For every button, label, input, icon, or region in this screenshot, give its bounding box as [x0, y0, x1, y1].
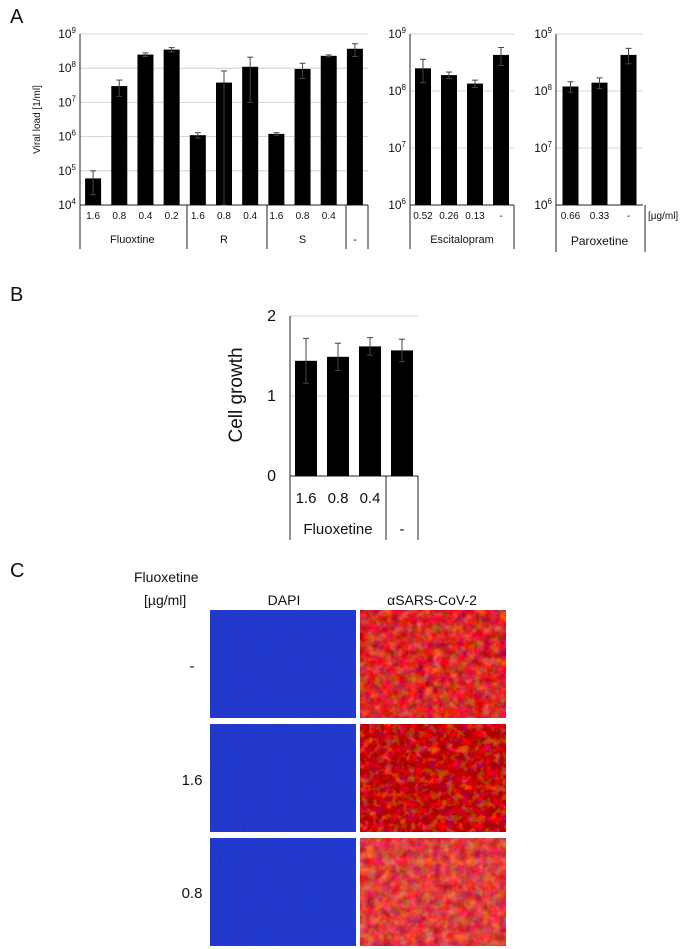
sars-image-0-8 [360, 838, 506, 946]
row-label-1-6: 1.6 [182, 772, 203, 789]
y-tick-label: 1 [267, 388, 276, 405]
microscopy-panel: Fluoxetine [µg/ml] DAPI αSARS-CoV-2 - 1.… [134, 569, 506, 946]
category-label: 0.8 [328, 490, 349, 507]
category-label: 0.26 [439, 211, 459, 222]
category-label: 0.8 [217, 211, 231, 222]
category-label: - [499, 211, 502, 222]
column-label-sars: αSARS-CoV-2 [387, 592, 477, 608]
bar [295, 360, 317, 476]
category-label: 1.6 [191, 211, 205, 222]
column-label-dapi: DAPI [268, 592, 301, 608]
y-tick-label: 108 [534, 83, 552, 98]
group-label: R [220, 234, 228, 246]
dapi-image-0-8-texture [210, 838, 356, 946]
bar [137, 54, 154, 205]
category-label: 0.66 [561, 211, 581, 222]
category-label: 1.6 [86, 211, 100, 222]
category-label: 0.4 [139, 211, 153, 222]
bar [467, 83, 483, 205]
bar [493, 54, 509, 205]
y-tick-label: 109 [58, 26, 76, 41]
sars-image-1-6 [360, 724, 506, 832]
y-tick-label: 2 [267, 308, 276, 325]
y-tick-label: 108 [58, 60, 76, 75]
viral-load-fluoxetine-chart: 104 105 106 107 108 109 1.6 0.8 0.4 0.2 1.6 0.8 0.4 1… [32, 26, 369, 249]
y-tick-label: 0 [267, 468, 276, 485]
y-tick-label: 107 [388, 140, 406, 155]
bar [242, 66, 259, 206]
y-axis-title: Viral load [1/ml] [32, 85, 43, 154]
row-header-line1: Fluoxetine [134, 569, 199, 585]
y-tick-label: 104 [58, 197, 76, 212]
cell-growth-axis-title: Cell growth [226, 347, 247, 442]
y-tick-label: 109 [388, 26, 406, 41]
category-label: 0.4 [243, 211, 257, 222]
panel-label-b: B [10, 284, 23, 306]
row-label-0-8: 0.8 [182, 885, 203, 902]
group-label: Fluoxetine [303, 521, 372, 538]
bar [391, 350, 413, 476]
bar [327, 356, 349, 476]
bar [415, 68, 431, 206]
bar [591, 82, 608, 205]
dapi-image-1-6-texture [210, 724, 356, 832]
category-label: 0.8 [112, 211, 126, 222]
category-label: 1.6 [296, 490, 317, 507]
bar [189, 135, 206, 205]
category-label: 0.2 [165, 211, 179, 222]
bar [346, 48, 363, 205]
y-tick-label: 106 [58, 129, 76, 144]
y-tick-label: 106 [534, 197, 552, 212]
category-label: 0.4 [360, 490, 381, 507]
group-label: S [299, 234, 306, 246]
y-tick-label: 109 [534, 26, 552, 41]
category-label: 1.6 [269, 211, 283, 222]
bar [163, 49, 180, 206]
unit-label: [µg/ml] [648, 211, 678, 222]
bar [562, 86, 579, 205]
bar [111, 86, 128, 205]
category-label: 0.33 [590, 211, 610, 222]
panel-label-a: A [10, 6, 24, 28]
y-tick-label: 108 [388, 83, 406, 98]
viral-load-paroxetine-chart: 106 107 108 109 0.66 0.33 - Paroxetine [µg/ml] [534, 26, 678, 252]
bar [294, 68, 311, 205]
dapi-image-control-texture [210, 610, 356, 718]
category-label: 0.52 [413, 211, 433, 222]
cell-growth-chart: 0 1 2 1.6 0.8 0.4 Fluoxetine - [267, 308, 419, 540]
category-label: 0.4 [322, 211, 336, 222]
category-label: 0.13 [465, 211, 485, 222]
bar [441, 75, 457, 205]
sars-image-control [360, 610, 506, 718]
panel-label-c: C [10, 560, 24, 582]
category-label: - [627, 211, 630, 222]
row-label-control: - [190, 658, 195, 675]
group-label: - [353, 234, 357, 246]
group-label: Paroxetine [571, 234, 629, 248]
row-header-line2: [µg/ml] [144, 592, 186, 608]
group-label: Fluoxtine [110, 234, 155, 246]
y-tick-label: 107 [58, 94, 76, 109]
bar [320, 55, 337, 206]
viral-load-escitalopram-chart: 106 107 108 109 0.52 0.26 0.13 - Escitalopram [388, 26, 515, 249]
group-label: - [400, 521, 405, 538]
category-label: 0.8 [296, 211, 310, 222]
y-tick-label: 106 [388, 197, 406, 212]
bar [359, 346, 381, 476]
bar [268, 133, 285, 205]
y-tick-label: 105 [58, 163, 76, 178]
bar [620, 54, 637, 205]
group-label: Escitalopram [430, 234, 494, 246]
y-tick-label: 107 [534, 140, 552, 155]
